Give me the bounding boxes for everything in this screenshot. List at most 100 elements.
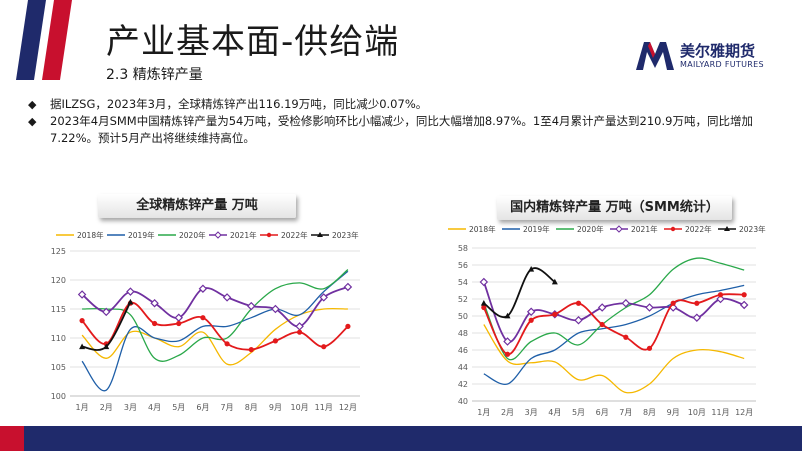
x-tick-label: 6月 [196,403,209,412]
legend-marker [615,225,623,233]
legend-marker [214,231,222,239]
legend-label: 2019年 [128,230,155,240]
header-decoration-blue [16,0,46,80]
section-subtitle: 2.3 精炼锌产量 [106,67,203,83]
legend-label: 2023年 [739,224,766,234]
data-point [739,300,749,310]
legend-label: 2018年 [77,230,104,240]
data-point [694,300,700,306]
legend-label: 2018年 [469,224,496,234]
data-point [599,321,605,328]
x-tick-label: 2月 [501,408,514,417]
x-tick-label: 8月 [245,403,258,412]
data-point [77,290,87,299]
y-tick-label: 46 [458,346,468,355]
y-tick-label: 48 [458,329,468,338]
data-point [741,292,747,298]
data-point [526,307,536,316]
x-tick-label: 9月 [667,408,680,417]
series-line-2019年 [81,270,349,392]
series-line-2020年 [483,257,745,361]
y-tick-label: 42 [458,380,468,389]
data-point [150,298,159,308]
x-tick-label: 1月 [477,408,490,417]
data-point [481,304,487,311]
logo-chinese-name: 美尔雅期货 [680,42,756,60]
data-point [176,320,182,327]
bullet-diamond-icon: ◆ [28,98,37,111]
x-tick-label: 10月 [290,403,308,412]
x-tick-label: 9月 [269,403,282,412]
data-point [79,343,86,350]
logo-english-name: MAILYARD FUTURES [680,60,764,69]
x-tick-label: 1月 [76,403,89,412]
y-tick-label: 110 [51,334,66,343]
legend-marker [317,232,323,237]
data-point [551,278,558,285]
x-tick-label: 3月 [525,408,538,417]
y-tick-label: 56 [458,261,468,270]
x-tick-label: 6月 [596,408,609,417]
y-tick-label: 50 [458,312,468,321]
x-tick-label: 3月 [124,403,137,412]
legend-marker [670,226,676,232]
data-point [645,303,654,312]
chart-title-domestic: 国内精炼锌产量 万吨（SMM统计） [497,196,732,220]
data-point [528,317,534,323]
y-tick-label: 100 [51,392,66,401]
data-point [552,311,558,317]
y-tick-label: 58 [458,244,468,253]
x-tick-label: 12月 [735,408,753,417]
global-zinc-output-chart: 100 105 110 115 120 125 1月 2月 3月 4月 5月 6月 7月 8月 9月 10月 1… [51,230,360,412]
data-point [504,312,511,319]
data-point [319,293,328,302]
data-point [296,329,303,335]
data-point [224,341,230,347]
data-point [103,343,110,350]
data-point [621,299,631,308]
y-tick-label: 115 [51,305,66,314]
data-point [479,277,489,287]
legend-marker [266,232,272,238]
data-point [717,292,724,298]
brand-logo: 美尔雅期货 MAILYARD FUTURES [636,40,796,74]
x-tick-label: 8月 [643,408,656,417]
legend-label: 2021年 [230,230,257,240]
y-tick-label: 54 [458,278,468,287]
series-line-2023年 [483,267,556,319]
bullet-item: ◆ 据ILZSG，2023年3月，全球精炼锌产出116.19万吨，同比减少0.0… [24,96,784,113]
data-point [247,301,256,311]
x-tick-label: 5月 [572,408,585,417]
domestic-zinc-output-chart: 40 42 44 46 48 50 52 54 56 58 1月 2月 3月 4月 5月 6月 7月 8月 9月 10… [448,224,766,417]
data-point [480,300,487,306]
y-tick-label: 52 [458,295,468,304]
x-tick-label: 4月 [148,403,161,412]
series-line-2020年 [82,269,349,362]
data-point [504,351,511,357]
bullet-text: 据ILZSG，2023年3月，全球精炼锌产出116.19万吨，同比减少0.07%… [50,97,428,111]
footer-bar [0,426,802,451]
data-point [597,303,607,312]
data-point [528,266,535,272]
chart-title-global: 全球精炼锌产量 万吨 [98,194,296,218]
bullet-list: ◆ 据ILZSG，2023年3月，全球精炼锌产出116.19万吨，同比减少0.0… [24,96,784,147]
legend-marker [724,226,730,231]
legend-label: 2020年 [179,230,206,240]
data-point [198,284,208,293]
data-point [248,347,254,353]
data-point [343,282,353,292]
x-tick-label: 11月 [711,408,729,417]
data-point [646,345,653,351]
logo-mark-icon [636,42,674,70]
x-tick-label: 7月 [221,403,234,412]
x-tick-label: 2月 [100,403,113,412]
data-point [271,304,280,314]
y-tick-label: 125 [51,247,66,256]
bullet-diamond-icon: ◆ [28,115,37,128]
x-tick-label: 5月 [172,403,185,412]
x-tick-label: 12月 [339,403,357,412]
legend-label: 2020年 [577,224,604,234]
bullet-item: ◆ 2023年4月SMM中国精炼锌产量为54万吨，受检修影响环比小幅减少，同比大… [24,113,784,147]
data-point [321,344,327,350]
data-point [295,322,304,331]
